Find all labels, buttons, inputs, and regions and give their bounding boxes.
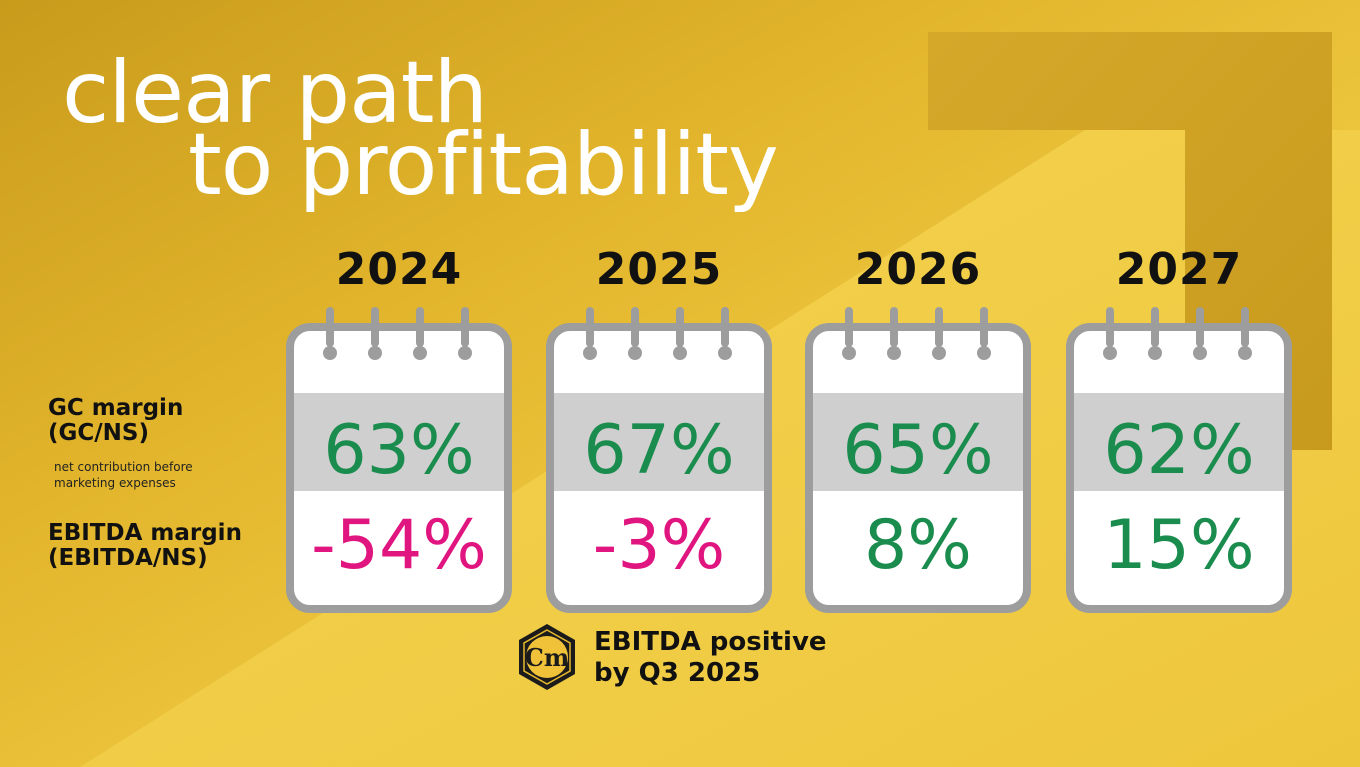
calendar-card-2027: 62% 15%: [1066, 305, 1292, 613]
year-label-2027: 2027: [1115, 244, 1243, 295]
gc-margin-value: 67%: [583, 411, 735, 490]
gc-margin-note: net contribution before marketing expens…: [54, 460, 193, 490]
title-line-2: to profitability: [188, 115, 779, 215]
ebitda-margin-value: -54%: [311, 506, 487, 585]
year-label-2024: 2024: [335, 244, 463, 295]
gc-margin-value: 62%: [1103, 411, 1255, 490]
calendar-card-2025: 67% -3%: [546, 305, 772, 613]
gc-margin-value: 63%: [323, 411, 475, 490]
calendar-card-2024: 63% -54%: [286, 305, 512, 613]
ebitda-positive-note: EBITDA positive by Q3 2025: [594, 627, 827, 688]
year-label-2026: 2026: [854, 244, 982, 295]
cm-logo-icon: Cm: [519, 624, 575, 690]
ebitda-margin-label: EBITDA margin (EBITDA/NS): [48, 520, 242, 571]
gc-margin-value: 65%: [842, 411, 994, 490]
gc-margin-label: GC margin (GC/NS): [48, 395, 184, 446]
title-line-1: clear path: [62, 43, 488, 143]
year-label-2025: 2025: [595, 244, 723, 295]
ebitda-margin-value: 8%: [864, 506, 972, 585]
calendar-card-2026: 65% 8%: [805, 305, 1031, 613]
logo-text: Cm: [525, 643, 570, 672]
ebitda-margin-value: 15%: [1103, 506, 1255, 585]
ebitda-margin-value: -3%: [592, 506, 726, 585]
